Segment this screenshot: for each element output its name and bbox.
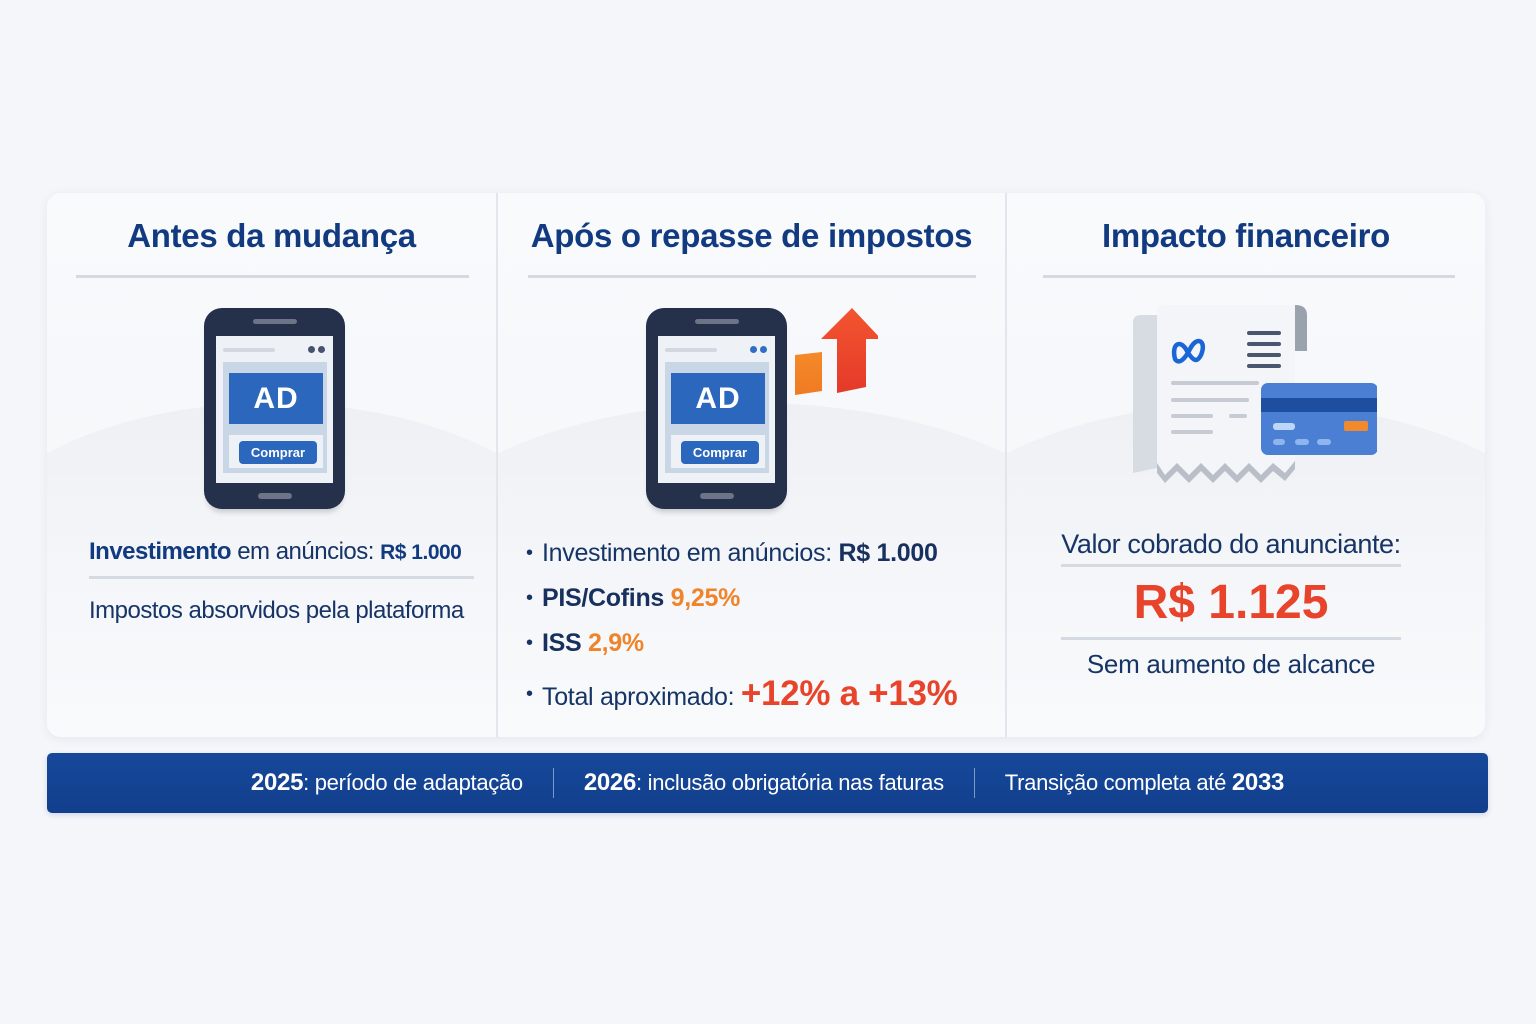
list-item-iss: ISS 2,9% bbox=[526, 625, 957, 670]
comparison-panels: Antes da mudança AD Comprar Investimento… bbox=[47, 193, 1485, 737]
phone-ad-icon: AD Comprar bbox=[646, 308, 787, 509]
ad-banner: AD bbox=[671, 373, 765, 424]
phone-screen: AD Comprar bbox=[658, 336, 775, 483]
menu-dots-icon bbox=[308, 346, 325, 353]
timeline-item-2026: 2026: inclusão obrigatória nas faturas bbox=[583, 769, 944, 796]
list-item-pis-cofins: PIS/Cofins 9,25% bbox=[526, 580, 957, 625]
phone-home-button bbox=[257, 493, 292, 499]
timeline-item-2033: Transição completa até 2033 bbox=[1004, 769, 1285, 796]
buy-button[interactable]: Comprar bbox=[239, 441, 317, 464]
reach-note: Sem aumento de alcance bbox=[1086, 649, 1376, 679]
divider bbox=[1061, 564, 1401, 567]
panel-before-change: Antes da mudança AD Comprar Investimento… bbox=[47, 193, 498, 737]
timeline-separator bbox=[552, 768, 554, 798]
menu-dots-icon bbox=[750, 346, 767, 353]
panel-title: Antes da mudança bbox=[127, 217, 416, 254]
growth-arrow-icon bbox=[795, 308, 878, 395]
charge-label: Valor cobrado do anunciante: bbox=[1061, 529, 1401, 559]
timeline-separator bbox=[973, 768, 975, 798]
ad-frame: AD Comprar bbox=[223, 362, 327, 473]
timeline-banner: 2025: período de adaptação 2026: inclusã… bbox=[47, 753, 1488, 813]
buy-button[interactable]: Comprar bbox=[681, 441, 759, 464]
investment-line: Investimento em anúncios: R$ 1.000 bbox=[89, 538, 462, 565]
divider bbox=[89, 576, 474, 579]
title-divider bbox=[1043, 275, 1455, 278]
phone-screen: AD Comprar bbox=[216, 336, 333, 483]
list-item-total: Total aproximado: +12% a +13% bbox=[526, 676, 958, 721]
url-bar bbox=[223, 348, 275, 352]
ad-banner: AD bbox=[229, 373, 323, 424]
investment-amount: R$ 1.000 bbox=[380, 541, 462, 564]
tax-note: Impostos absorvidos pela plataforma bbox=[89, 597, 464, 624]
phone-ad-icon: AD Comprar bbox=[204, 308, 345, 509]
timeline-item-2025: 2025: período de adaptação bbox=[250, 769, 523, 796]
panel-after-tax-pass-through: Após o repasse de impostos AD Comprar bbox=[498, 193, 1007, 737]
tax-breakdown-list: Investimento em anúncios: R$ 1.000 PIS/C… bbox=[526, 535, 958, 721]
divider bbox=[1061, 637, 1401, 640]
panel-title: Após o repasse de impostos bbox=[530, 217, 973, 254]
phone-speaker bbox=[252, 319, 297, 324]
list-item-investment: Investimento em anúncios: R$ 1.000 bbox=[526, 535, 957, 580]
charge-amount: R$ 1.125 bbox=[1133, 576, 1329, 629]
panel-financial-impact: Impacto financeiro bbox=[1007, 193, 1485, 737]
invoice-with-credit-card-icon bbox=[1133, 305, 1377, 483]
title-divider bbox=[528, 275, 976, 278]
panel-title: Impacto financeiro bbox=[1102, 217, 1390, 254]
title-divider bbox=[76, 275, 469, 278]
